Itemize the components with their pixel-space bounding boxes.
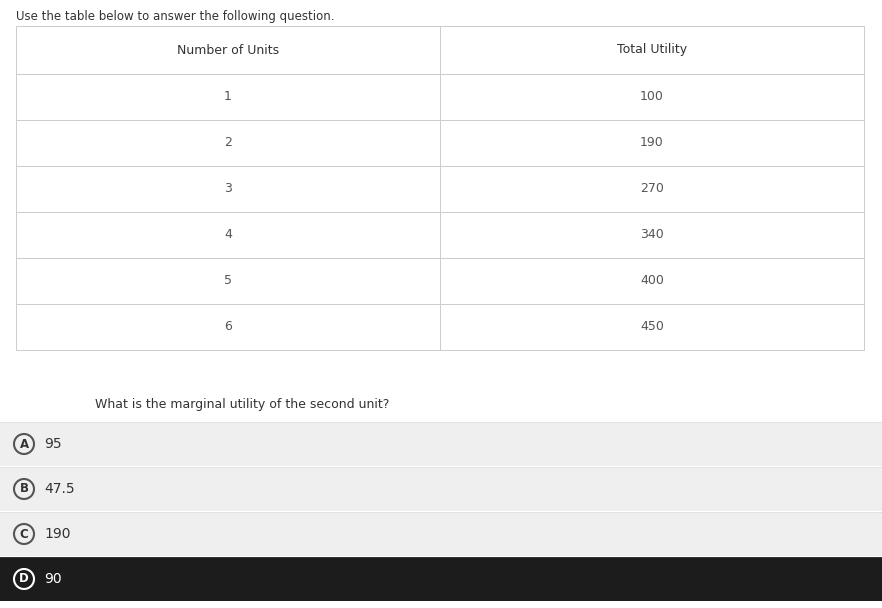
Text: 100: 100 (640, 91, 664, 103)
Text: 400: 400 (640, 274, 664, 288)
Text: C: C (19, 528, 28, 541)
Text: 47.5: 47.5 (44, 482, 75, 496)
Text: 190: 190 (640, 137, 664, 150)
Polygon shape (0, 467, 882, 511)
Text: 6: 6 (224, 320, 232, 334)
Polygon shape (0, 512, 882, 556)
Text: Total Utility: Total Utility (617, 44, 687, 57)
Text: Use the table below to answer the following question.: Use the table below to answer the follow… (16, 10, 334, 23)
Text: D: D (19, 573, 29, 586)
Polygon shape (0, 422, 882, 466)
Text: B: B (19, 483, 28, 496)
Polygon shape (0, 557, 882, 601)
Text: 95: 95 (44, 437, 62, 451)
Text: 5: 5 (224, 274, 232, 288)
Text: 4: 4 (224, 229, 232, 241)
Text: 340: 340 (640, 229, 664, 241)
Text: 270: 270 (640, 182, 664, 196)
Text: 2: 2 (224, 137, 232, 150)
Text: What is the marginal utility of the second unit?: What is the marginal utility of the seco… (95, 398, 389, 411)
Text: A: A (19, 438, 28, 451)
Text: 190: 190 (44, 527, 71, 541)
Text: 1: 1 (224, 91, 232, 103)
Text: Number of Units: Number of Units (177, 44, 279, 57)
Text: 90: 90 (44, 572, 62, 586)
Text: 450: 450 (640, 320, 664, 334)
Text: 3: 3 (224, 182, 232, 196)
